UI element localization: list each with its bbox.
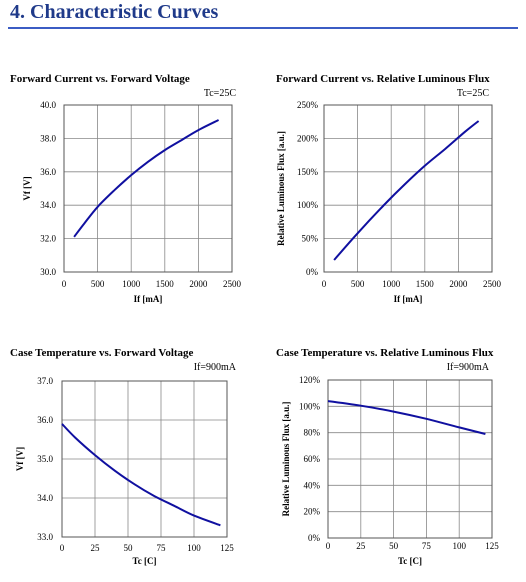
x-tick-label: 1500 bbox=[156, 279, 175, 289]
heading-divider bbox=[8, 27, 518, 29]
y-tick-label: 200% bbox=[297, 133, 319, 143]
y-tick-label: 35.0 bbox=[37, 454, 53, 464]
chart-4: Case Temperature vs. Relative Luminous F… bbox=[276, 347, 499, 566]
chart-condition: Tc=25C bbox=[204, 88, 236, 99]
y-tick-label: 120% bbox=[299, 375, 321, 385]
x-axis-label: Tc [C] bbox=[398, 556, 422, 566]
x-tick-label: 1500 bbox=[416, 279, 435, 289]
x-tick-label: 2000 bbox=[449, 279, 468, 289]
series-line bbox=[73, 119, 220, 238]
chart-condition: Tc=25C bbox=[457, 88, 489, 99]
y-axis-label: Relative Luminous Flux [a.u.] bbox=[276, 131, 286, 246]
y-tick-label: 20% bbox=[304, 507, 321, 517]
chart-title: Forward Current vs. Forward Voltage bbox=[10, 73, 190, 85]
y-axis-label: Relative Luminous Flux [a.u.] bbox=[281, 402, 291, 517]
y-tick-label: 0% bbox=[306, 267, 319, 277]
y-tick-label: 150% bbox=[297, 167, 319, 177]
x-tick-label: 500 bbox=[91, 279, 105, 289]
x-tick-label: 100 bbox=[187, 543, 201, 553]
y-tick-label: 60% bbox=[304, 454, 321, 464]
plot-frame bbox=[63, 104, 233, 273]
x-tick-label: 25 bbox=[356, 541, 366, 551]
chart-title: Forward Current vs. Relative Luminous Fl… bbox=[276, 73, 490, 85]
chart-condition: If=900mA bbox=[447, 362, 490, 373]
x-tick-label: 125 bbox=[220, 543, 234, 553]
x-tick-label: 25 bbox=[91, 543, 101, 553]
y-tick-label: 36.0 bbox=[40, 167, 56, 177]
y-tick-label: 34.0 bbox=[37, 493, 53, 503]
page-title: 4. Characteristic Curves bbox=[10, 1, 219, 23]
y-axis-label: Vf [V] bbox=[15, 447, 25, 471]
y-tick-label: 50% bbox=[302, 234, 319, 244]
x-axis-label: If [mA] bbox=[394, 294, 423, 304]
y-tick-label: 100% bbox=[299, 401, 321, 411]
chart-title: Case Temperature vs. Forward Voltage bbox=[10, 347, 194, 359]
series-line bbox=[327, 400, 486, 435]
x-tick-label: 2000 bbox=[189, 279, 208, 289]
plot-frame bbox=[327, 379, 493, 539]
x-tick-label: 75 bbox=[157, 543, 167, 553]
x-tick-label: 0 bbox=[322, 279, 327, 289]
x-tick-label: 2500 bbox=[483, 279, 502, 289]
y-tick-label: 38.0 bbox=[40, 133, 56, 143]
y-tick-label: 250% bbox=[297, 100, 319, 110]
x-tick-label: 50 bbox=[124, 543, 134, 553]
y-tick-label: 80% bbox=[304, 428, 321, 438]
y-axis-label: Vf [V] bbox=[22, 176, 32, 200]
x-tick-label: 0 bbox=[62, 279, 67, 289]
series-line bbox=[61, 423, 221, 527]
x-tick-label: 100 bbox=[452, 541, 466, 551]
plot-frame bbox=[323, 104, 493, 273]
chart-2: Forward Current vs. Relative Luminous Fl… bbox=[276, 73, 502, 304]
chart-1: Forward Current vs. Forward Voltage Tc=25… bbox=[10, 73, 242, 304]
x-tick-label: 50 bbox=[389, 541, 399, 551]
x-axis-label: Tc [C] bbox=[133, 556, 157, 566]
x-tick-label: 500 bbox=[351, 279, 365, 289]
y-tick-label: 37.0 bbox=[37, 376, 53, 386]
plot-frame bbox=[61, 380, 228, 538]
x-tick-label: 75 bbox=[422, 541, 432, 551]
y-tick-label: 36.0 bbox=[37, 415, 53, 425]
y-tick-label: 40.0 bbox=[40, 100, 56, 110]
x-tick-label: 2500 bbox=[223, 279, 242, 289]
x-tick-label: 1000 bbox=[382, 279, 401, 289]
y-tick-label: 40% bbox=[304, 480, 321, 490]
x-tick-label: 125 bbox=[485, 541, 499, 551]
x-tick-label: 0 bbox=[326, 541, 331, 551]
y-tick-label: 0% bbox=[308, 533, 321, 543]
chart-title: Case Temperature vs. Relative Luminous F… bbox=[276, 347, 494, 359]
series-line bbox=[333, 120, 480, 261]
y-tick-label: 32.0 bbox=[40, 234, 56, 244]
y-tick-label: 30.0 bbox=[40, 267, 56, 277]
y-tick-label: 33.0 bbox=[37, 532, 53, 542]
x-tick-label: 0 bbox=[60, 543, 65, 553]
x-axis-label: If [mA] bbox=[134, 294, 163, 304]
chart-3: Case Temperature vs. Forward VoltageIf=9… bbox=[10, 347, 237, 566]
y-tick-label: 34.0 bbox=[40, 200, 56, 210]
chart-condition: If=900mA bbox=[194, 362, 237, 373]
x-tick-label: 1000 bbox=[122, 279, 141, 289]
y-tick-label: 100% bbox=[297, 200, 319, 210]
